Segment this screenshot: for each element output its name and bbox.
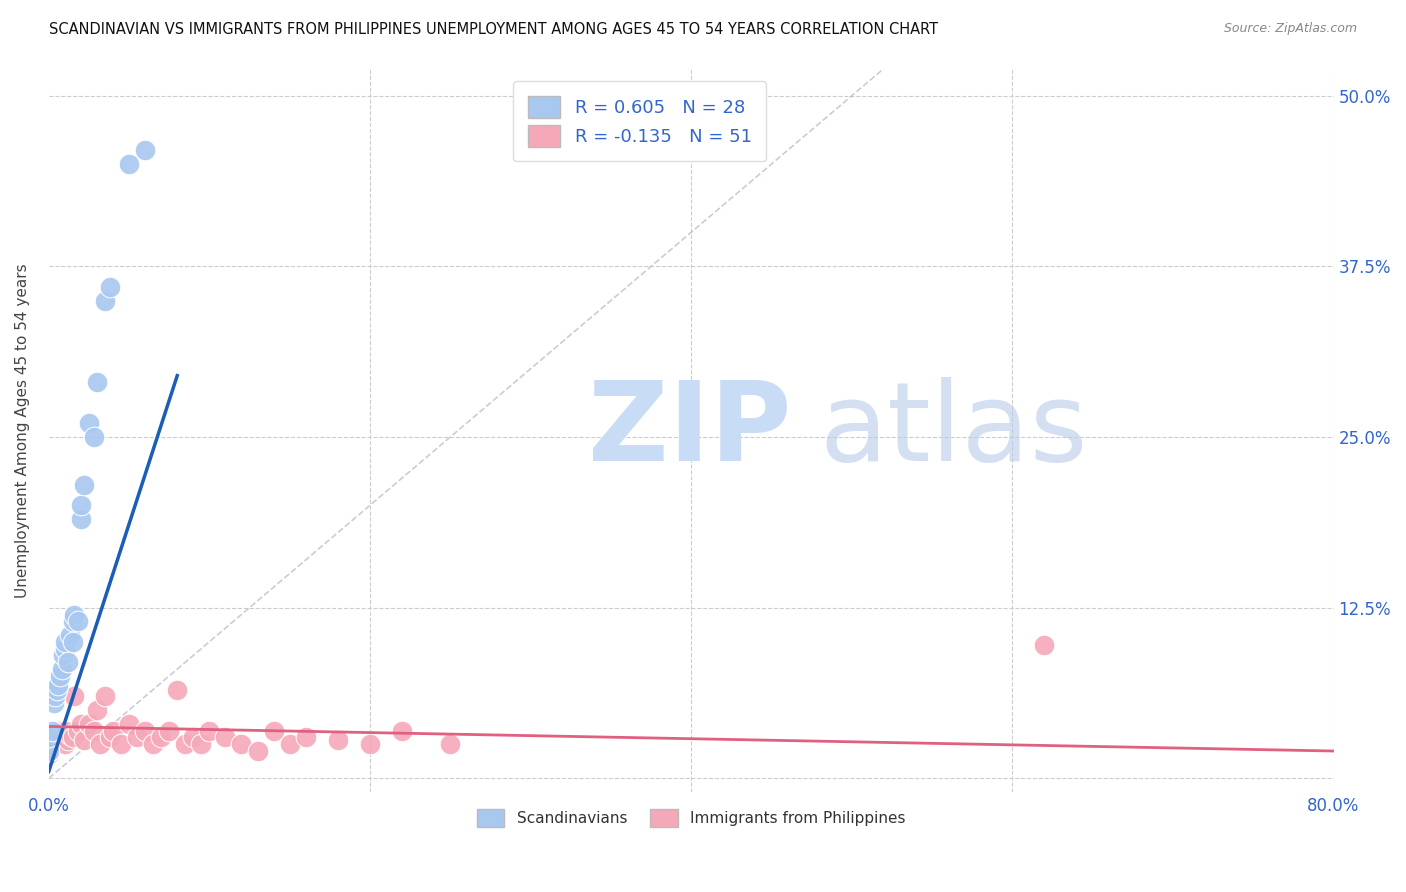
Point (42, 696, 65, 710)
Point (190, 737, 212, 751)
Point (174, 737, 197, 751)
Point (294, 731, 316, 745)
Point (181, 731, 204, 745)
Point (56, 733, 79, 747)
Point (278, 737, 301, 751)
Point (59, 728, 82, 742)
Point (98, 280, 121, 294)
Point (198, 723, 221, 738)
Point (125, 731, 148, 745)
Point (166, 682, 188, 697)
Point (83, 430, 105, 444)
Point (45, 728, 67, 742)
Point (83, 723, 105, 738)
Point (63, 690, 86, 704)
Point (110, 737, 132, 751)
Point (359, 737, 381, 751)
Point (49, 669, 72, 683)
Point (263, 723, 285, 738)
Point (51, 662, 73, 676)
Point (39, 744, 62, 758)
Point (70, 716, 93, 731)
Point (49, 723, 72, 738)
Point (118, 716, 141, 731)
Point (73, 478, 96, 492)
Point (77, 417, 100, 431)
Point (42, 731, 65, 745)
Point (150, 731, 173, 745)
Point (439, 737, 461, 751)
Point (77, 716, 100, 731)
Point (73, 733, 96, 747)
Point (66, 723, 89, 738)
Point (45, 682, 67, 697)
Point (38, 737, 60, 751)
Point (391, 723, 413, 738)
Point (101, 723, 124, 738)
Point (62, 615, 84, 629)
Point (326, 733, 349, 747)
Point (70, 512, 93, 526)
Point (89, 737, 111, 751)
Text: ZIP: ZIP (588, 376, 792, 483)
Point (53, 641, 76, 656)
Point (53, 635, 76, 649)
Point (231, 737, 253, 751)
Point (38, 731, 60, 745)
Point (246, 744, 269, 758)
Point (142, 737, 165, 751)
Text: atlas: atlas (820, 376, 1088, 483)
Point (59, 628, 82, 642)
Point (134, 723, 156, 738)
Text: Source: ZipAtlas.com: Source: ZipAtlas.com (1223, 22, 1357, 36)
Point (51, 733, 73, 747)
Point (38, 744, 60, 758)
Point (38, 731, 60, 745)
Point (134, 144, 156, 158)
Point (41, 737, 63, 751)
Point (86, 376, 108, 390)
Legend: Scandinavians, Immigrants from Philippines: Scandinavians, Immigrants from Philippin… (470, 801, 912, 835)
Point (38, 747, 60, 761)
Point (98, 731, 121, 745)
Point (63, 607, 86, 622)
Point (53, 737, 76, 751)
Point (94, 293, 117, 308)
Point (48, 678, 70, 692)
Point (214, 731, 236, 745)
Point (118, 157, 141, 171)
Text: SCANDINAVIAN VS IMMIGRANTS FROM PHILIPPINES UNEMPLOYMENT AMONG AGES 45 TO 54 YEA: SCANDINAVIAN VS IMMIGRANTS FROM PHILIPPI… (49, 22, 938, 37)
Point (86, 703, 108, 717)
Point (44, 733, 66, 747)
Point (157, 723, 180, 738)
Point (94, 690, 117, 704)
Point (62, 635, 84, 649)
Point (66, 615, 89, 629)
Point (53, 723, 76, 738)
Point (1033, 638, 1056, 652)
Point (48, 731, 70, 745)
Point (62, 731, 84, 745)
Y-axis label: Unemployment Among Ages 45 to 54 years: Unemployment Among Ages 45 to 54 years (15, 263, 30, 598)
Point (56, 655, 79, 669)
Point (52, 648, 75, 663)
Point (41, 723, 63, 738)
Point (44, 690, 66, 704)
Point (70, 498, 93, 512)
Point (52, 731, 75, 745)
